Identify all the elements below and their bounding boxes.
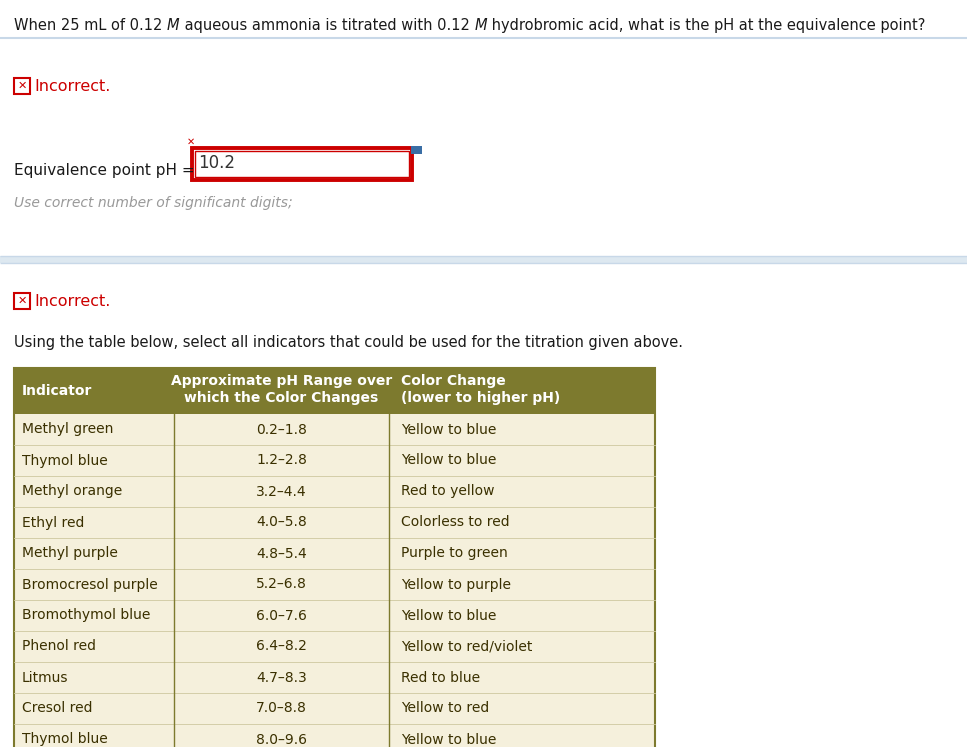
- Text: 5.2–6.8: 5.2–6.8: [256, 577, 307, 592]
- Text: Thymol blue: Thymol blue: [22, 453, 107, 468]
- Text: Using the table below, select all indicators that could be used for the titratio: Using the table below, select all indica…: [14, 335, 683, 350]
- Text: Indicator: Indicator: [22, 384, 93, 398]
- FancyBboxPatch shape: [14, 631, 655, 662]
- FancyBboxPatch shape: [14, 293, 30, 309]
- Text: Colorless to red: Colorless to red: [401, 515, 510, 530]
- Text: 6.0–7.6: 6.0–7.6: [256, 609, 307, 622]
- FancyBboxPatch shape: [14, 368, 655, 414]
- Text: 4.8–5.4: 4.8–5.4: [256, 547, 307, 560]
- Text: 0.2–1.8: 0.2–1.8: [256, 423, 307, 436]
- FancyBboxPatch shape: [14, 78, 30, 94]
- Text: 4.7–8.3: 4.7–8.3: [256, 671, 307, 684]
- Text: hydrobromic acid, what is the pH at the equivalence point?: hydrobromic acid, what is the pH at the …: [486, 18, 925, 33]
- Text: Red to blue: Red to blue: [401, 671, 481, 684]
- Text: 1.2–2.8: 1.2–2.8: [256, 453, 307, 468]
- FancyBboxPatch shape: [14, 569, 655, 600]
- FancyBboxPatch shape: [14, 476, 655, 507]
- Text: 10.2: 10.2: [198, 154, 235, 172]
- FancyBboxPatch shape: [14, 538, 655, 569]
- Text: Purple to green: Purple to green: [401, 547, 508, 560]
- FancyBboxPatch shape: [14, 724, 655, 747]
- Text: 7.0–8.8: 7.0–8.8: [256, 701, 307, 716]
- Text: Yellow to red/violet: Yellow to red/violet: [401, 639, 533, 654]
- Text: Methyl green: Methyl green: [22, 423, 113, 436]
- Text: Use correct number of significant digits;: Use correct number of significant digits…: [14, 196, 293, 210]
- Text: Equivalence point pH =: Equivalence point pH =: [14, 163, 199, 178]
- Text: Color Change
(lower to higher pH): Color Change (lower to higher pH): [401, 374, 560, 406]
- Text: Yellow to blue: Yellow to blue: [401, 733, 496, 746]
- Text: Yellow to red: Yellow to red: [401, 701, 489, 716]
- FancyBboxPatch shape: [411, 146, 422, 154]
- Text: 4.0–5.8: 4.0–5.8: [256, 515, 307, 530]
- FancyBboxPatch shape: [14, 445, 655, 476]
- Text: When 25 mL of 0.12: When 25 mL of 0.12: [14, 18, 167, 33]
- Text: M: M: [474, 18, 486, 33]
- Text: Thymol blue: Thymol blue: [22, 733, 107, 746]
- FancyBboxPatch shape: [14, 414, 655, 445]
- Text: 8.0–9.6: 8.0–9.6: [256, 733, 307, 746]
- FancyBboxPatch shape: [14, 600, 655, 631]
- Text: ✕: ✕: [17, 296, 27, 306]
- Text: Yellow to blue: Yellow to blue: [401, 453, 496, 468]
- Text: Red to yellow: Red to yellow: [401, 485, 494, 498]
- FancyBboxPatch shape: [192, 148, 412, 180]
- Text: Methyl purple: Methyl purple: [22, 547, 118, 560]
- Text: Phenol red: Phenol red: [22, 639, 96, 654]
- FancyBboxPatch shape: [14, 662, 655, 693]
- Text: Yellow to blue: Yellow to blue: [401, 423, 496, 436]
- FancyBboxPatch shape: [14, 693, 655, 724]
- Text: Bromothymol blue: Bromothymol blue: [22, 609, 151, 622]
- Text: Yellow to purple: Yellow to purple: [401, 577, 511, 592]
- Text: 3.2–4.4: 3.2–4.4: [256, 485, 307, 498]
- Text: Incorrect.: Incorrect.: [34, 79, 110, 94]
- Text: Litmus: Litmus: [22, 671, 69, 684]
- FancyBboxPatch shape: [14, 507, 655, 538]
- Text: ✕: ✕: [187, 137, 195, 147]
- Text: ✕: ✕: [17, 81, 27, 91]
- Text: Bromocresol purple: Bromocresol purple: [22, 577, 158, 592]
- FancyBboxPatch shape: [0, 256, 967, 263]
- Text: aqueous ammonia is titrated with 0.12: aqueous ammonia is titrated with 0.12: [180, 18, 474, 33]
- Text: Ethyl red: Ethyl red: [22, 515, 84, 530]
- Text: Incorrect.: Incorrect.: [34, 294, 110, 309]
- Text: Yellow to blue: Yellow to blue: [401, 609, 496, 622]
- Text: Cresol red: Cresol red: [22, 701, 93, 716]
- Text: Approximate pH Range over
which the Color Changes: Approximate pH Range over which the Colo…: [171, 374, 393, 406]
- Text: Methyl orange: Methyl orange: [22, 485, 122, 498]
- Text: 6.4–8.2: 6.4–8.2: [256, 639, 307, 654]
- FancyBboxPatch shape: [195, 151, 409, 177]
- Text: M: M: [167, 18, 180, 33]
